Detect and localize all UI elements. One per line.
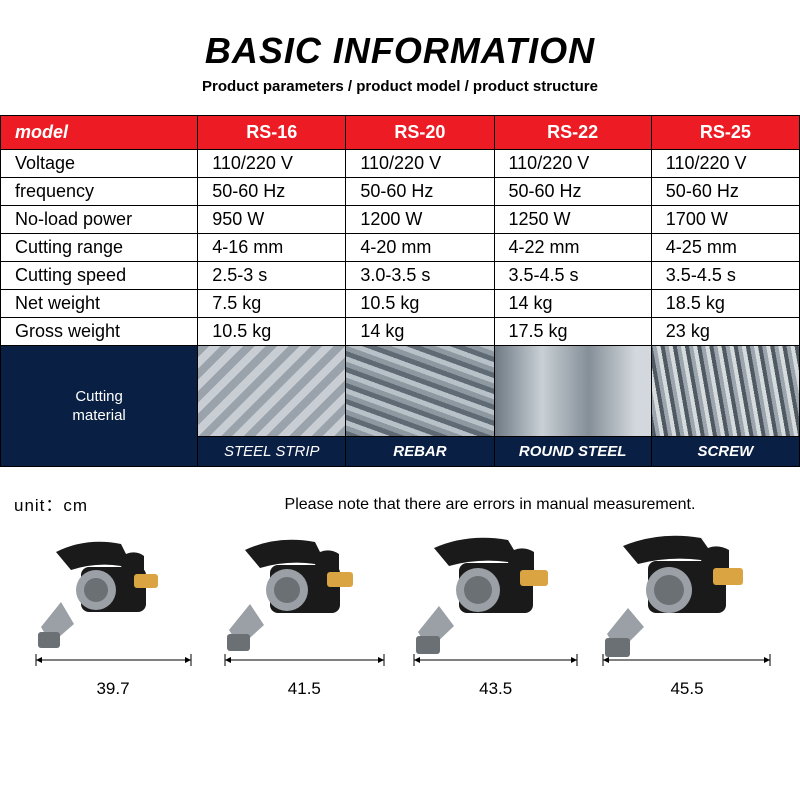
material-name: STEEL STRIP bbox=[198, 437, 346, 467]
spec-table: model RS-16 RS-20 RS-22 RS-25 Voltage110… bbox=[0, 115, 800, 467]
tool-rs22: 43.5 bbox=[401, 532, 591, 699]
tools-row: 39.7 41.5 bbox=[14, 532, 786, 699]
material-steel-strip bbox=[198, 346, 346, 437]
material-screw bbox=[651, 346, 799, 437]
table-row: Cutting range4-16 mm4-20 mm4-22 mm4-25 m… bbox=[1, 234, 800, 262]
table-row: Net weight7.5 kg10.5 kg14 kg18.5 kg bbox=[1, 290, 800, 318]
tool-length: 39.7 bbox=[18, 679, 208, 699]
material-round-steel bbox=[494, 346, 651, 437]
col-model: model bbox=[1, 116, 198, 150]
tool-icon bbox=[217, 532, 392, 672]
dimensions-section: unit：cm Please note that there are error… bbox=[0, 467, 800, 699]
col-rs20: RS-20 bbox=[346, 116, 494, 150]
col-rs22: RS-22 bbox=[494, 116, 651, 150]
steel-strip-icon bbox=[198, 346, 345, 436]
tool-icon bbox=[599, 532, 774, 672]
tool-rs25: 45.5 bbox=[592, 532, 782, 699]
header: BASIC INFORMATION Product parameters / p… bbox=[0, 0, 800, 115]
tool-length: 43.5 bbox=[401, 679, 591, 699]
table-row: Gross weight10.5 kg14 kg17.5 kg23 kg bbox=[1, 318, 800, 346]
tool-icon bbox=[26, 532, 201, 672]
material-name: SCREW bbox=[651, 437, 799, 467]
table-row: Voltage110/220 V110/220 V110/220 V110/22… bbox=[1, 150, 800, 178]
page-title: BASIC INFORMATION bbox=[0, 30, 800, 72]
material-name: ROUND STEEL bbox=[494, 437, 651, 467]
round-steel-icon bbox=[495, 346, 651, 436]
material-rebar bbox=[346, 346, 494, 437]
rebar-icon bbox=[346, 346, 493, 436]
measurement-note: Please note that there are errors in man… bbox=[194, 496, 786, 514]
screw-icon bbox=[652, 346, 799, 436]
table-row: Cutting speed2.5-3 s3.0-3.5 s3.5-4.5 s3.… bbox=[1, 262, 800, 290]
tool-length: 45.5 bbox=[592, 679, 782, 699]
col-rs16: RS-16 bbox=[198, 116, 346, 150]
material-label: Cutting material bbox=[1, 346, 198, 467]
tool-icon bbox=[408, 532, 583, 672]
page-subtitle: Product parameters / product model / pro… bbox=[0, 78, 800, 95]
material-name: REBAR bbox=[346, 437, 494, 467]
table-row: No-load power950 W1200 W1250 W1700 W bbox=[1, 206, 800, 234]
table-body: Voltage110/220 V110/220 V110/220 V110/22… bbox=[1, 150, 800, 467]
tool-length: 41.5 bbox=[209, 679, 399, 699]
table-header-row: model RS-16 RS-20 RS-22 RS-25 bbox=[1, 116, 800, 150]
material-image-row: Cutting material bbox=[1, 346, 800, 437]
col-rs25: RS-25 bbox=[651, 116, 799, 150]
table-row: frequency50-60 Hz50-60 Hz50-60 Hz50-60 H… bbox=[1, 178, 800, 206]
tool-rs20: 41.5 bbox=[209, 532, 399, 699]
tool-rs16: 39.7 bbox=[18, 532, 208, 699]
